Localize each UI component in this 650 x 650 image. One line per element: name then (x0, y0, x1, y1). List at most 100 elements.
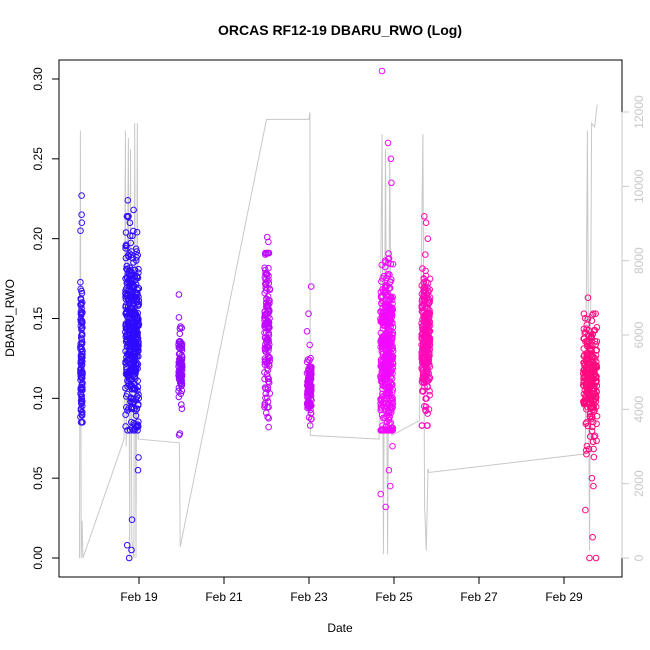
data-point (420, 319, 428, 326)
data-point (590, 397, 597, 405)
data-point (77, 285, 84, 293)
data-point (178, 324, 186, 332)
data-point-outlier (382, 503, 390, 511)
data-point (135, 285, 143, 292)
data-point (589, 414, 596, 421)
y2-tick-label: 0 (632, 554, 646, 561)
data-point (264, 413, 272, 421)
data-point (587, 346, 595, 353)
data-point (134, 284, 142, 292)
data-point (263, 370, 271, 378)
data-point (388, 296, 396, 304)
data-point (132, 412, 140, 419)
data-point (130, 405, 138, 413)
data-point (266, 354, 273, 361)
data-point (386, 271, 393, 278)
data-point (426, 275, 434, 283)
data-point (78, 395, 86, 403)
data-point (419, 345, 426, 353)
data-point (387, 403, 394, 411)
data-point (126, 309, 133, 316)
data-point (122, 359, 130, 367)
data-point (132, 367, 139, 374)
data-point (423, 422, 431, 429)
data-point (79, 402, 86, 410)
data-point (420, 296, 428, 303)
data-point (134, 301, 141, 309)
plot-frame (58, 59, 623, 578)
data-point-outlier (128, 546, 135, 554)
data-point (135, 265, 142, 273)
data-point (265, 415, 273, 422)
data-point (134, 322, 141, 330)
altitude-line-layer (79, 104, 598, 559)
y2-tick-label: 6000 (632, 321, 646, 348)
y2-tick-label: 10000 (632, 169, 646, 203)
data-point (418, 304, 426, 312)
data-point (305, 400, 312, 408)
data-point-outlier (389, 442, 396, 450)
data-point (583, 399, 591, 406)
data-point (421, 312, 429, 320)
data-point (382, 281, 390, 289)
altitude-line (79, 104, 598, 559)
data-point (586, 373, 593, 380)
data-point (307, 371, 314, 378)
y2-tick-label: 4000 (632, 396, 646, 423)
data-point-outlier (387, 155, 395, 163)
data-point (307, 415, 315, 423)
data-point (389, 260, 397, 268)
data-point (78, 336, 86, 343)
data-point (425, 295, 432, 302)
data-point (377, 406, 385, 414)
data-point (589, 423, 596, 431)
data-point (377, 288, 385, 296)
data-point (593, 324, 601, 331)
data-point (580, 377, 588, 384)
data-point (262, 270, 270, 277)
data-point (590, 433, 598, 441)
data-point (122, 423, 129, 430)
x-tick-label: Feb 23 (290, 590, 328, 604)
data-point (130, 301, 137, 309)
data-point (176, 372, 184, 379)
y2-tick-label: 8000 (632, 247, 646, 274)
data-point (77, 278, 84, 286)
data-point (421, 287, 429, 295)
data-point (122, 347, 129, 355)
data-point-outlier (378, 67, 386, 75)
data-point (124, 213, 132, 221)
data-point (303, 358, 311, 366)
data-point-outlier (388, 179, 395, 187)
data-point (130, 353, 138, 360)
data-point (135, 391, 142, 398)
data-point-outlier (586, 554, 593, 562)
data-point (381, 372, 389, 380)
data-point (382, 259, 389, 266)
data-point (381, 392, 388, 400)
data-point-outlier (175, 291, 183, 298)
data-point (130, 227, 137, 235)
data-point (178, 382, 185, 390)
data-point-outlier (590, 482, 597, 490)
data-points-layer (77, 67, 601, 562)
data-point (306, 422, 314, 429)
data-point (378, 299, 385, 307)
data-point (386, 278, 394, 286)
data-point (386, 387, 393, 395)
data-point (423, 360, 431, 367)
data-point (306, 388, 313, 396)
data-point (78, 399, 85, 407)
data-point (422, 334, 429, 342)
y-tick-label: 0.05 (31, 466, 45, 490)
data-point (425, 288, 432, 295)
data-point (130, 259, 137, 266)
data-point (261, 323, 268, 331)
data-point-outlier (78, 219, 86, 226)
data-point (178, 401, 185, 408)
data-point (589, 330, 597, 338)
data-point (422, 406, 429, 414)
series-rf13 (122, 197, 143, 562)
series-rf12 (77, 192, 86, 426)
data-point (125, 367, 133, 375)
